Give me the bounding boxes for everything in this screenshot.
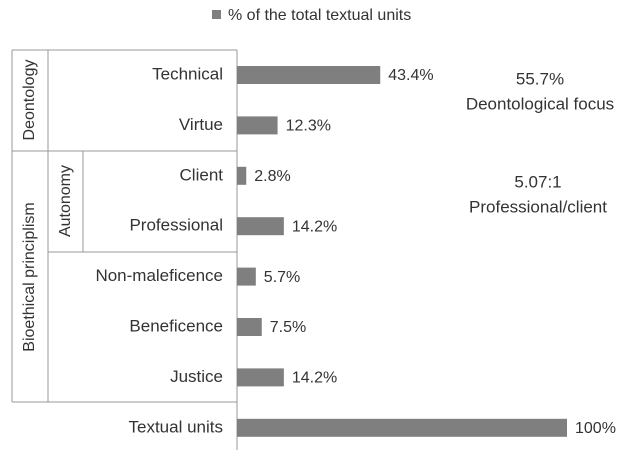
bar bbox=[237, 318, 262, 336]
group-label: Deontology bbox=[21, 60, 38, 141]
value-label: 43.4% bbox=[388, 67, 433, 84]
category-label: Beneficence bbox=[129, 316, 223, 335]
bar bbox=[237, 66, 381, 84]
bar bbox=[237, 166, 247, 185]
category-label: Virtue bbox=[179, 115, 223, 134]
annotation: 55.7% bbox=[516, 69, 564, 88]
group-label: Autonomy bbox=[57, 165, 74, 237]
legend-swatch bbox=[212, 10, 221, 19]
category-label: Justice bbox=[170, 367, 223, 386]
value-label: 14.2% bbox=[292, 218, 337, 235]
annotation: 5.07:1 bbox=[514, 172, 561, 191]
category-label: Technical bbox=[152, 64, 223, 83]
category-label: Client bbox=[180, 165, 224, 184]
value-label: 2.8% bbox=[254, 168, 290, 185]
value-label: 100% bbox=[575, 420, 616, 437]
bar bbox=[237, 418, 567, 437]
bar bbox=[237, 368, 284, 387]
annotation: Deontological focus bbox=[466, 94, 614, 113]
value-label: 14.2% bbox=[292, 370, 337, 387]
bar bbox=[237, 217, 284, 236]
category-label: Professional bbox=[129, 216, 223, 235]
category-label: Non-maleficence bbox=[95, 266, 223, 285]
value-label: 12.3% bbox=[286, 118, 331, 135]
legend-label: % of the total textual units bbox=[228, 7, 411, 24]
bar bbox=[237, 267, 256, 286]
annotation: Professional/client bbox=[469, 197, 607, 216]
bar bbox=[237, 116, 278, 135]
group-label: Bioethical principlism bbox=[21, 202, 38, 351]
value-label: 5.7% bbox=[264, 269, 300, 286]
value-label: 7.5% bbox=[270, 319, 306, 336]
category-label: Textual units bbox=[129, 417, 224, 436]
